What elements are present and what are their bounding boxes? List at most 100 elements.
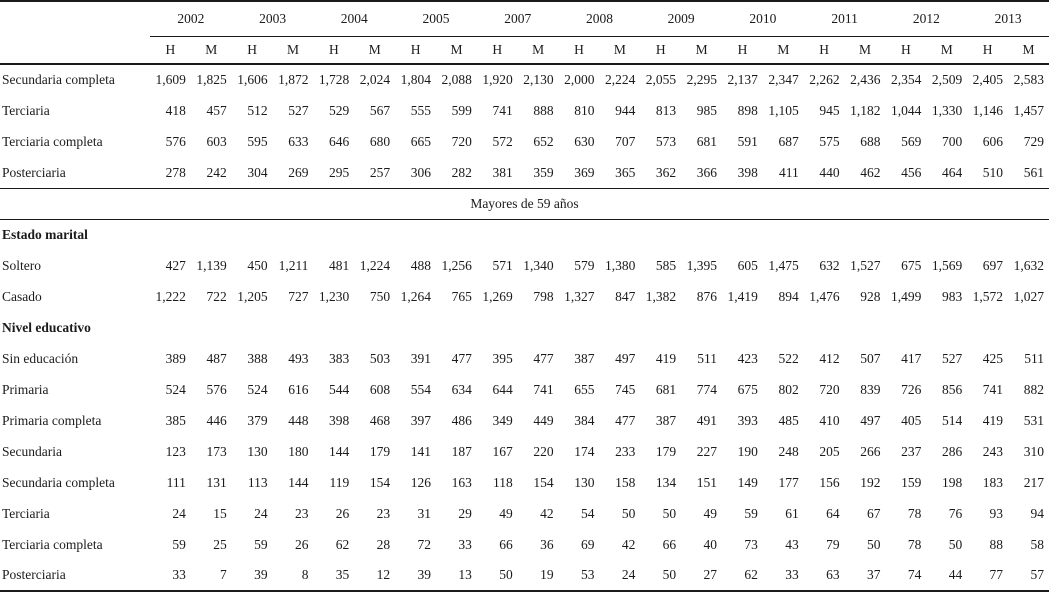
sex-subheader: M bbox=[436, 36, 477, 65]
row-label: Posterciaria bbox=[2, 164, 66, 180]
value-cell: 158 bbox=[615, 474, 636, 490]
value-cell: 44 bbox=[948, 567, 963, 583]
section-band-row: Mayores de 59 años bbox=[0, 187, 1049, 220]
value-cell: 1,330 bbox=[931, 102, 963, 118]
value-cell: 27 bbox=[703, 567, 718, 583]
year-header: 2005 bbox=[395, 1, 477, 37]
row-label: Primaria bbox=[2, 381, 49, 397]
value-cell: 362 bbox=[655, 164, 677, 180]
value-cell: 398 bbox=[737, 164, 758, 180]
value-cell: 33 bbox=[458, 536, 472, 552]
value-cell: 397 bbox=[410, 412, 432, 428]
row-label: Terciaria completa bbox=[2, 133, 103, 149]
value-cell: 393 bbox=[737, 412, 758, 428]
sex-subheader: H bbox=[558, 36, 600, 65]
row-label: Casado bbox=[2, 288, 42, 304]
value-cell: 395 bbox=[492, 350, 513, 366]
table-row: Posterciaria 278 242 304 269 295 257 306 282 381 3… bbox=[0, 157, 1049, 188]
value-cell: 411 bbox=[779, 164, 799, 180]
value-cell: 269 bbox=[288, 164, 309, 180]
value-cell: 28 bbox=[376, 536, 391, 552]
value-cell: 655 bbox=[574, 381, 595, 397]
table-row: Terciaria completa 59 25 59 26 62 28 72 33 66 36 69… bbox=[0, 529, 1049, 560]
value-cell: 257 bbox=[369, 164, 391, 180]
year-header: 2011 bbox=[803, 1, 886, 37]
table-row: Primaria 524 576 524 616 544 608 554 634 644 741 65… bbox=[0, 374, 1049, 405]
value-cell: 720 bbox=[819, 381, 840, 397]
sex-subheader: M bbox=[190, 36, 232, 65]
value-cell: 131 bbox=[206, 474, 227, 490]
value-cell: 69 bbox=[580, 536, 595, 552]
value-cell: 398 bbox=[329, 412, 350, 428]
value-cell: 524 bbox=[165, 381, 186, 397]
value-cell: 227 bbox=[696, 443, 718, 459]
row-label: Secundaria bbox=[2, 443, 62, 459]
value-cell: 847 bbox=[615, 288, 636, 304]
row-label: Terciaria completa bbox=[2, 536, 103, 552]
value-cell: 19 bbox=[540, 567, 554, 583]
value-cell: 576 bbox=[165, 133, 186, 149]
value-cell: 493 bbox=[288, 350, 309, 366]
value-cell: 385 bbox=[165, 412, 186, 428]
value-cell: 1,211 bbox=[278, 257, 309, 273]
value-cell: 306 bbox=[410, 164, 432, 180]
value-cell: 33 bbox=[785, 567, 799, 583]
value-cell: 681 bbox=[696, 133, 718, 149]
value-cell: 50 bbox=[662, 505, 677, 521]
value-cell: 25 bbox=[213, 536, 227, 552]
value-cell: 410 bbox=[819, 412, 840, 428]
table-row: Terciaria 418 457 512 527 529 567 555 599 741 888 8… bbox=[0, 95, 1049, 126]
sex-subheader: M bbox=[844, 36, 886, 65]
value-cell: 477 bbox=[451, 350, 472, 366]
value-cell: 49 bbox=[499, 505, 513, 521]
value-cell: 1,340 bbox=[523, 257, 554, 273]
value-cell: 24 bbox=[254, 505, 268, 521]
value-cell: 608 bbox=[369, 381, 391, 397]
value-cell: 527 bbox=[941, 350, 963, 366]
value-cell: 266 bbox=[860, 443, 881, 459]
value-cell: 464 bbox=[941, 164, 963, 180]
value-cell: 681 bbox=[655, 381, 677, 397]
value-cell: 2,436 bbox=[850, 72, 881, 88]
value-cell: 389 bbox=[165, 350, 186, 366]
value-cell: 633 bbox=[288, 133, 309, 149]
value-cell: 417 bbox=[901, 350, 922, 366]
value-cell: 1,146 bbox=[972, 102, 1004, 118]
sex-subheader: H bbox=[640, 36, 682, 65]
value-cell: 217 bbox=[1023, 474, 1044, 490]
value-cell: 2,354 bbox=[890, 72, 922, 88]
value-cell: 278 bbox=[165, 164, 186, 180]
value-cell: 1,380 bbox=[604, 257, 636, 273]
value-cell: 487 bbox=[206, 350, 227, 366]
value-cell: 813 bbox=[655, 102, 677, 118]
value-cell: 798 bbox=[533, 288, 554, 304]
row-label: Soltero bbox=[2, 257, 41, 273]
value-cell: 149 bbox=[737, 474, 758, 490]
table-row: Secundaria 123 173 130 180 144 179 141 187 167 220… bbox=[0, 436, 1049, 467]
value-cell: 1,728 bbox=[318, 72, 350, 88]
value-cell: 79 bbox=[826, 536, 840, 552]
value-cell: 61 bbox=[785, 505, 799, 521]
value-cell: 183 bbox=[982, 474, 1004, 490]
value-cell: 573 bbox=[655, 133, 677, 149]
value-cell: 644 bbox=[492, 381, 513, 397]
value-cell: 1,569 bbox=[931, 257, 963, 273]
value-cell: 726 bbox=[901, 381, 922, 397]
value-cell: 575 bbox=[819, 133, 840, 149]
value-cell: 646 bbox=[329, 133, 350, 149]
table-head: 2002 2003 2004 2005 2007 2008 2009 2010 2011 2012… bbox=[0, 1, 1049, 65]
year-header: 2007 bbox=[476, 1, 559, 37]
value-cell: 741 bbox=[492, 102, 513, 118]
sex-subheader: M bbox=[1008, 36, 1049, 65]
value-cell: 1,382 bbox=[645, 288, 677, 304]
value-cell: 310 bbox=[1023, 443, 1044, 459]
sex-subheader: H bbox=[150, 36, 191, 65]
value-cell: 634 bbox=[451, 381, 472, 397]
value-cell: 2,088 bbox=[441, 72, 472, 88]
value-cell: 381 bbox=[492, 164, 513, 180]
value-cell: 876 bbox=[696, 288, 718, 304]
value-cell: 33 bbox=[172, 567, 186, 583]
value-cell: 1,419 bbox=[727, 288, 758, 304]
value-cell: 29 bbox=[458, 505, 472, 521]
